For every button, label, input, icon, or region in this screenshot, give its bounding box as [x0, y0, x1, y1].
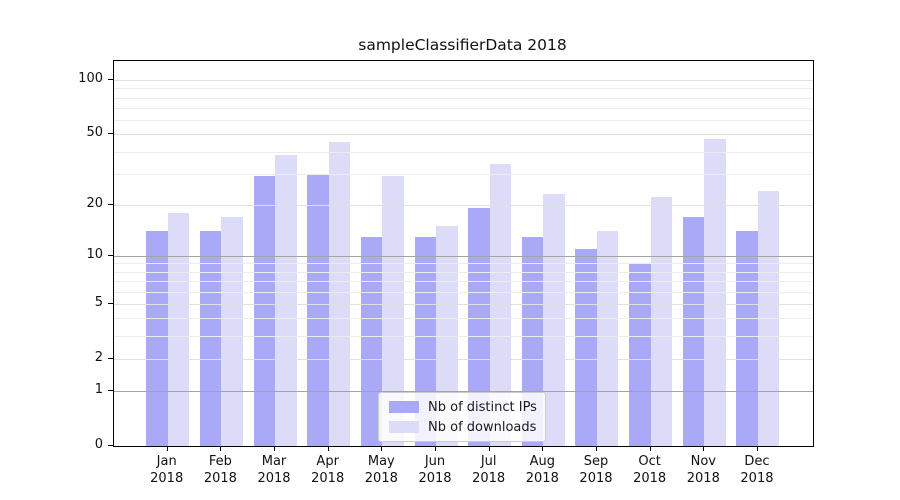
legend-label-distinct-ips: Nb of distinct IPs [428, 399, 537, 415]
y-tick-mark [108, 133, 113, 135]
bar-distinct-ips-jan [146, 231, 168, 446]
y-tick-mark [108, 302, 113, 304]
bar-distinct-ips-jul [468, 208, 490, 446]
minor-gridline [114, 271, 813, 273]
minor-gridline [114, 291, 813, 293]
y-tick-label: 20 [86, 195, 103, 211]
y-tick-mark [108, 254, 113, 256]
bar-downloads-oct [650, 197, 673, 446]
minor-gridline [114, 151, 813, 153]
x-tick-label: Jun 2018 [418, 454, 452, 486]
x-tick-mark [327, 446, 329, 451]
y-tick-mark [108, 357, 113, 359]
y-tick-mark [108, 79, 113, 80]
x-tick-label: Feb 2018 [203, 454, 237, 486]
bar-distinct-ips-dec [736, 231, 758, 446]
x-tick-label: Jan 2018 [150, 454, 184, 486]
x-tick-mark [435, 446, 436, 451]
bar-downloads-sep [596, 231, 619, 446]
y-tick-mark [108, 445, 113, 446]
legend: Nb of distinct IPs Nb of downloads [378, 392, 546, 442]
minor-gridline [114, 88, 813, 90]
x-tick-label: Dec 2018 [740, 454, 774, 486]
bar-distinct-ips-apr [307, 173, 329, 446]
y-tick-label: 1 [94, 382, 103, 398]
x-tick-label: Jul 2018 [472, 454, 506, 486]
legend-entry-downloads: Nb of downloads [389, 420, 545, 435]
decade-gridline [114, 255, 813, 257]
x-tick-mark [649, 446, 651, 451]
minor-gridline [114, 119, 813, 121]
major-gridline [114, 204, 813, 206]
legend-swatch-distinct-ips [389, 401, 419, 413]
y-tick-label: 10 [86, 246, 103, 262]
bar-downloads-aug [543, 193, 565, 446]
y-tick-label: 5 [94, 294, 103, 310]
x-tick-mark [703, 446, 705, 451]
x-tick-mark [488, 446, 490, 451]
x-tick-label: Mar 2018 [257, 454, 291, 486]
bar-downloads-mar [275, 155, 297, 446]
x-tick-mark [756, 446, 758, 451]
bar-distinct-ips-oct [629, 263, 651, 446]
minor-gridline [114, 281, 813, 283]
x-tick-mark [166, 446, 168, 451]
x-tick-mark [274, 446, 276, 451]
bar-downloads-jan [167, 212, 190, 446]
legend-label-downloads: Nb of downloads [428, 419, 537, 435]
bar-downloads-may [382, 176, 404, 446]
bar-distinct-ips-feb [199, 231, 222, 446]
y-tick-mark [108, 203, 113, 205]
minor-gridline [114, 97, 813, 99]
minor-gridline [114, 173, 813, 175]
bar-downloads-jul [489, 164, 512, 446]
plot-area: Nb of distinct IPs Nb of downloads [113, 60, 814, 447]
x-tick-mark [542, 446, 544, 451]
minor-gridline [114, 263, 813, 265]
x-tick-mark [595, 446, 597, 451]
minor-gridline [114, 336, 813, 338]
x-tick-label: Apr 2018 [311, 454, 345, 486]
y-tick-label: 50 [86, 125, 103, 141]
major-gridline [114, 358, 813, 360]
major-gridline [114, 303, 813, 305]
x-tick-label: Nov 2018 [686, 454, 720, 486]
y-tick-label: 2 [94, 349, 103, 365]
bar-distinct-ips-sep [575, 248, 597, 446]
chart-title: sampleClassifierData 2018 [358, 36, 567, 54]
x-tick-mark [381, 446, 383, 451]
x-tick-label: Aug 2018 [525, 454, 559, 486]
decade-gridline [114, 391, 813, 393]
major-gridline [114, 134, 813, 136]
bar-distinct-ips-may [360, 236, 383, 446]
major-gridline [114, 80, 813, 81]
x-tick-label: May 2018 [364, 454, 398, 486]
x-tick-label: Oct 2018 [633, 454, 667, 486]
bar-distinct-ips-mar [253, 176, 276, 446]
minor-gridline [114, 318, 813, 320]
y-tick-label: 100 [78, 71, 103, 86]
bar-downloads-apr [328, 142, 351, 446]
minor-gridline [114, 107, 813, 109]
x-tick-mark [220, 446, 222, 451]
y-tick-mark [108, 390, 113, 392]
bar-distinct-ips-nov [682, 216, 705, 446]
x-tick-label: Sep 2018 [579, 454, 613, 486]
legend-entry-distinct-ips: Nb of distinct IPs [389, 400, 545, 415]
legend-swatch-downloads [389, 421, 419, 433]
bar-downloads-feb [221, 216, 243, 446]
y-tick-label: 0 [94, 437, 103, 452]
